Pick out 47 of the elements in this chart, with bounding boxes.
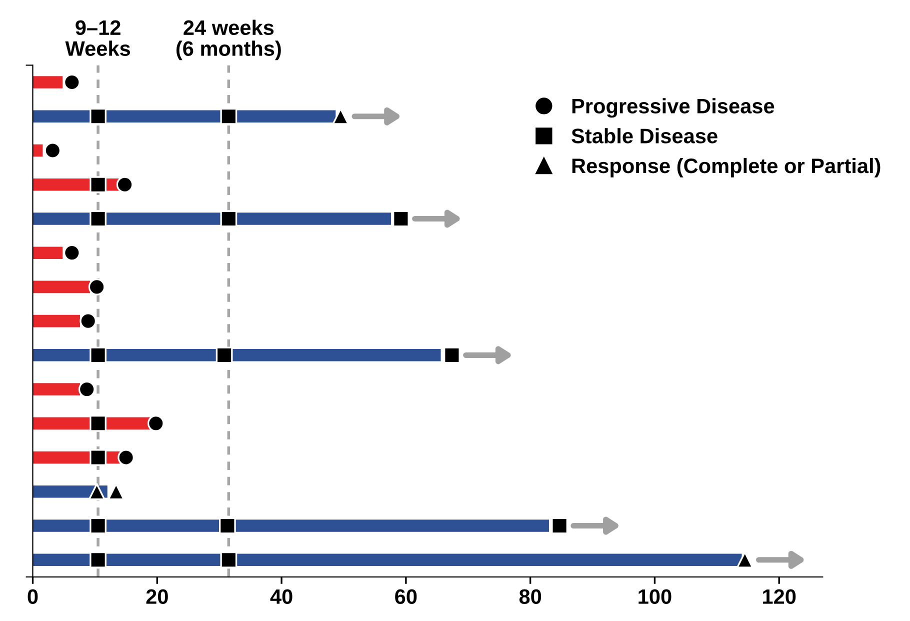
legend-label: Stable Disease [572,128,718,144]
point [64,244,80,262]
bar [32,554,742,566]
bar [32,349,441,362]
point [147,414,164,432]
point [90,210,107,228]
point [216,346,233,364]
x-tick-label: 60 [395,589,417,604]
bar [32,212,392,225]
point [90,108,107,125]
x-tick-label: 20 [146,589,168,604]
bar [32,280,90,294]
point [90,551,107,568]
point [78,380,96,398]
bar [32,383,80,396]
point [90,517,107,534]
x-tick-label: 40 [270,589,292,604]
x-tick-label: 100 [638,589,672,604]
legend-label: Response (Complete or Partial) [572,158,880,178]
legend-label: Progressive Disease [572,98,774,118]
point [392,210,410,228]
ref-line-label: 24 weeks (6 months) [176,20,281,60]
point [220,210,238,228]
point [220,108,238,125]
bar [32,314,80,328]
point [64,74,80,91]
point [218,517,236,534]
x-tick-label: 0 [28,589,38,604]
point [116,176,134,194]
point [90,176,107,194]
bar [32,520,549,532]
bar [32,76,63,88]
point [88,483,106,500]
point [220,551,238,568]
x-tick-label: 80 [519,589,542,604]
point [444,346,460,364]
point [44,142,62,159]
point [80,312,97,330]
point [551,517,568,534]
point [90,449,107,466]
ref-line-label: 9–12 Weeks [65,20,130,56]
point [88,278,106,296]
bar [32,246,63,259]
point [90,414,107,432]
point [118,449,134,466]
x-tick-label: 120 [763,589,796,604]
point [90,346,107,364]
